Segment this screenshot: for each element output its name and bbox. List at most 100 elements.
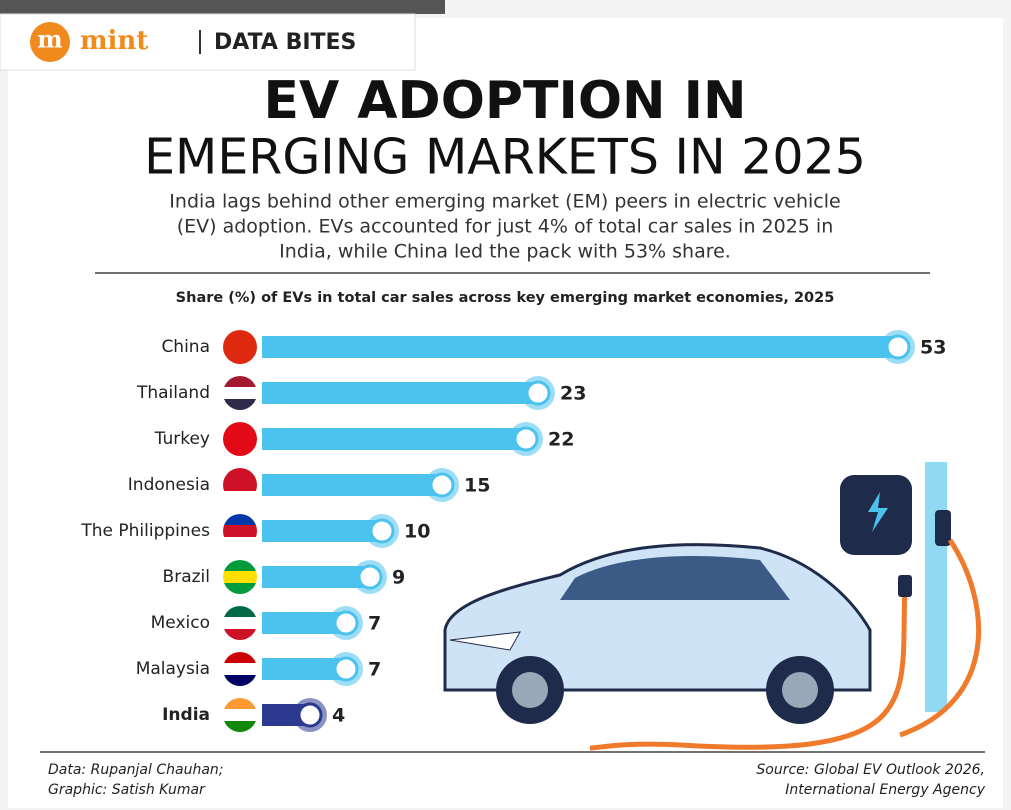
flag-part xyxy=(223,675,257,686)
value-label: 9 xyxy=(392,567,405,589)
bar-knob xyxy=(525,380,551,406)
category-label: China xyxy=(161,337,210,357)
car-window xyxy=(560,555,790,600)
category-label: Malaysia xyxy=(136,659,210,679)
flag-part xyxy=(223,387,257,399)
flag-part xyxy=(223,617,257,629)
bar xyxy=(262,520,382,542)
flag-part xyxy=(223,353,257,364)
category-label: Turkey xyxy=(154,429,210,449)
value-label: 23 xyxy=(560,383,586,405)
headlight xyxy=(449,631,521,651)
flag-part xyxy=(223,698,257,709)
flag-part xyxy=(223,629,257,640)
flag-part xyxy=(223,709,257,721)
bar-knob xyxy=(885,334,911,360)
top-band xyxy=(0,0,445,14)
credit-line: Graphic: Satish Kumar xyxy=(48,782,206,798)
plug xyxy=(898,575,912,597)
flag-part xyxy=(223,479,257,491)
flag xyxy=(223,330,257,364)
value-label: 22 xyxy=(548,429,574,451)
flag-part xyxy=(223,468,257,479)
value-label: 7 xyxy=(368,659,381,681)
chart-title: Share (%) of EVs in total car sales acro… xyxy=(176,290,835,306)
bar-knob xyxy=(333,656,359,682)
bar-knob xyxy=(333,610,359,636)
flag xyxy=(223,560,257,594)
credit-line: Data: Rupanjal Chauhan; xyxy=(48,762,224,778)
flag-part xyxy=(223,399,257,410)
subtitle-line: (EV) adoption. EVs accounted for just 4%… xyxy=(177,216,834,238)
value-label: 15 xyxy=(464,475,490,497)
flag-part xyxy=(223,721,257,732)
flag xyxy=(223,514,257,548)
flag-part xyxy=(223,330,257,341)
bar-knob xyxy=(513,426,539,452)
bars: China 53 Thailand 23 Turkey 22 Indonesia 15 The … xyxy=(80,330,946,732)
category-label: Indonesia xyxy=(128,475,210,495)
flag xyxy=(223,652,257,686)
category-label: The Philippines xyxy=(80,521,210,541)
bar xyxy=(262,474,442,496)
flag-part xyxy=(223,341,257,353)
flag-part xyxy=(223,433,257,445)
value-label: 4 xyxy=(332,705,345,727)
flag-part xyxy=(223,571,257,583)
category-label: Brazil xyxy=(163,567,210,587)
value-label: 10 xyxy=(404,521,430,543)
category-label: India xyxy=(162,705,210,725)
bar xyxy=(262,336,898,358)
logo-circle xyxy=(30,22,70,62)
bar-knob xyxy=(297,702,323,728)
value-label: 7 xyxy=(368,613,381,635)
plug xyxy=(935,510,951,546)
bar xyxy=(262,612,346,634)
charger-pole xyxy=(925,462,947,712)
flag-part xyxy=(223,376,257,387)
title-line: EV ADOPTION IN xyxy=(263,71,746,131)
flag-part xyxy=(223,514,257,525)
bar-knob xyxy=(369,518,395,544)
flag xyxy=(223,606,257,640)
hub xyxy=(782,672,818,708)
bar xyxy=(262,382,538,404)
brand: mint xyxy=(80,26,148,56)
cable xyxy=(589,584,908,751)
category-label: Thailand xyxy=(136,383,210,403)
category-label: Mexico xyxy=(151,613,210,633)
flag xyxy=(223,698,257,732)
section: DATA BITES xyxy=(214,30,356,55)
flag-part xyxy=(223,537,257,548)
car-illustration xyxy=(443,462,982,751)
subtitle-line: India lags behind other emerging market … xyxy=(169,191,840,213)
hub xyxy=(512,672,548,708)
flag-part xyxy=(223,445,257,456)
flag-part xyxy=(223,652,257,663)
bar xyxy=(262,658,346,680)
logo-letter: m xyxy=(37,25,62,54)
value-label: 53 xyxy=(920,337,946,359)
flag-part xyxy=(223,583,257,594)
flag xyxy=(223,422,257,456)
flag-part xyxy=(223,525,257,537)
flag xyxy=(223,468,257,502)
subtitle-line: India, while China led the pack with 53%… xyxy=(279,241,731,263)
source-line: International Energy Agency xyxy=(785,782,985,798)
bolt-icon xyxy=(868,492,888,532)
flag-part xyxy=(223,663,257,675)
bar-knob xyxy=(357,564,383,590)
title-line: EMERGING MARKETS IN 2025 xyxy=(144,129,866,186)
cable xyxy=(899,538,982,738)
flag xyxy=(223,376,257,410)
bar xyxy=(262,428,526,450)
bar xyxy=(262,566,370,588)
flag-part xyxy=(223,422,257,433)
source-line: Source: Global EV Outlook 2026, xyxy=(756,762,985,778)
flag-part xyxy=(223,491,257,502)
flag-part xyxy=(223,560,257,571)
bar-knob xyxy=(429,472,455,498)
charger-screen xyxy=(840,475,912,555)
flag-part xyxy=(223,606,257,617)
